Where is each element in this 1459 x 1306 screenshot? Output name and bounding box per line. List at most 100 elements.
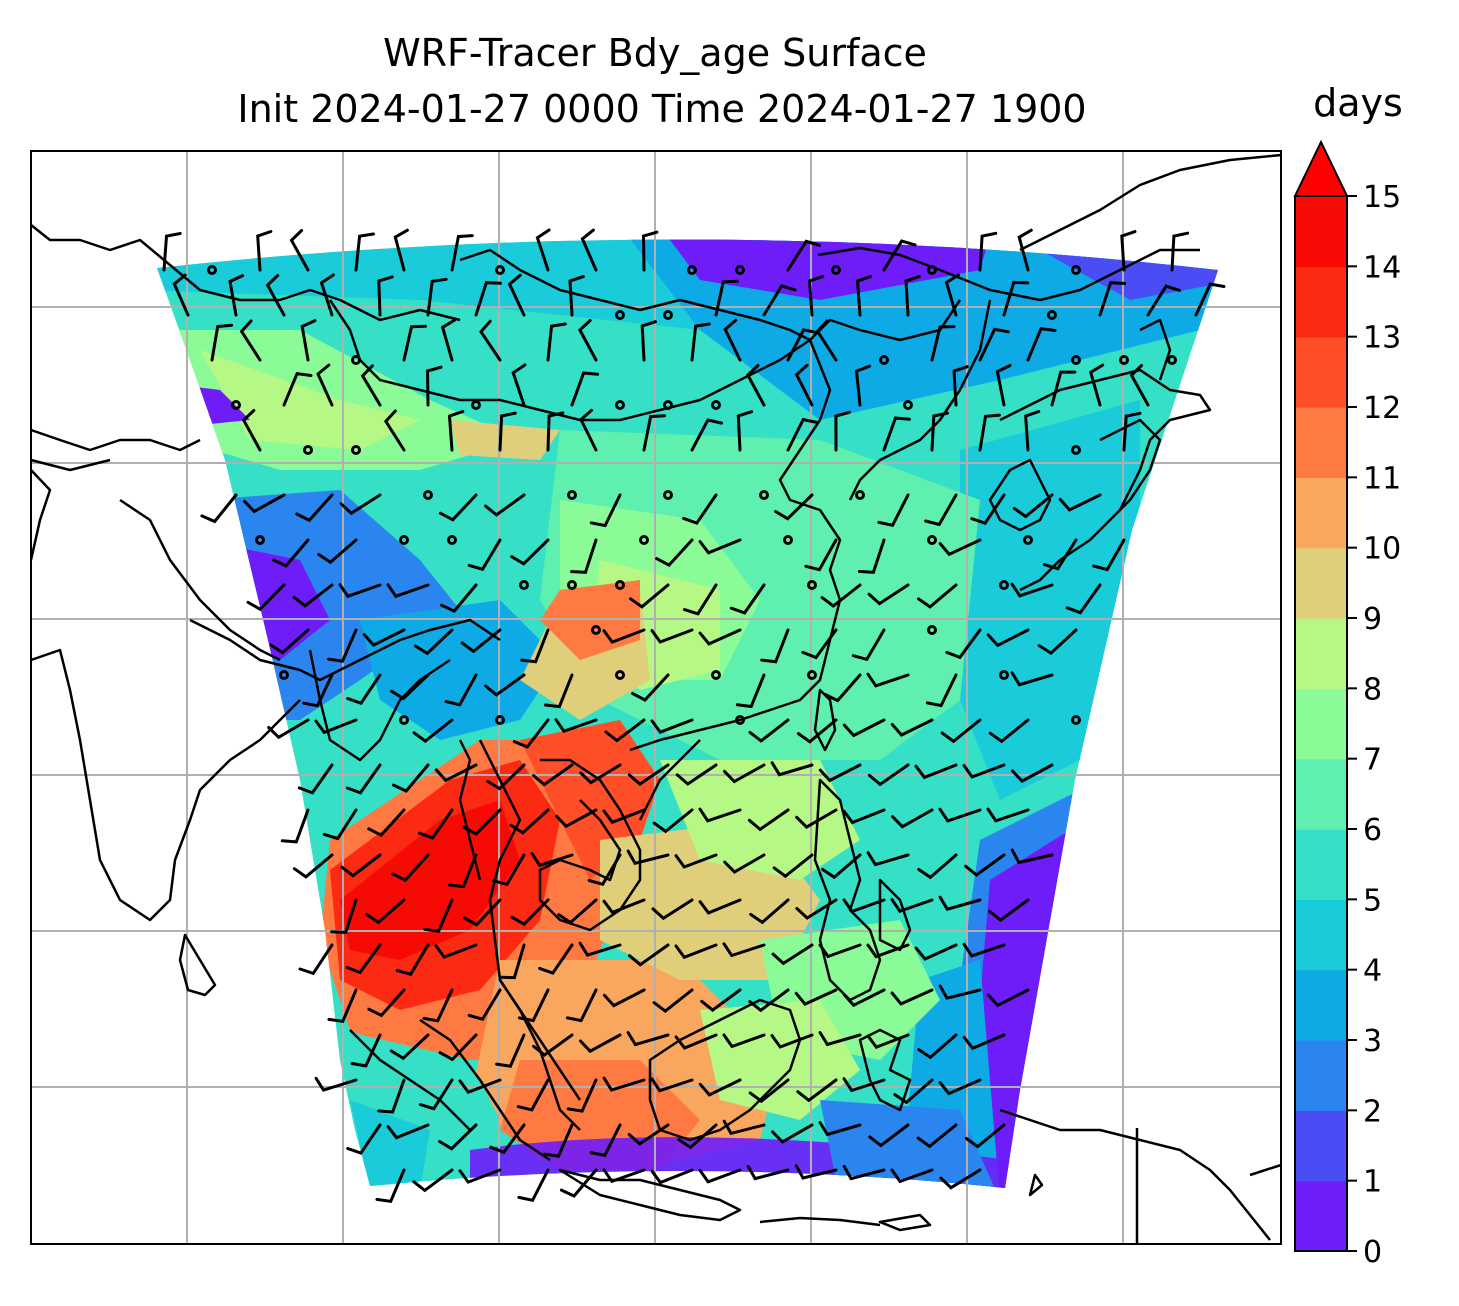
wind-barb xyxy=(683,583,718,616)
wind-barb xyxy=(314,1076,358,1092)
calm-wind-circle xyxy=(999,670,1009,680)
wind-barb xyxy=(317,538,358,565)
calm-wind-circle xyxy=(615,310,625,320)
wind-barb xyxy=(866,672,910,688)
wind-barb xyxy=(458,1078,502,1095)
wind-barb xyxy=(492,853,526,887)
colorbar-tick-label: 10 xyxy=(1363,532,1401,567)
wind-barb xyxy=(579,408,598,452)
wind-barb xyxy=(938,538,982,557)
wind-barb xyxy=(746,1164,790,1181)
title-line-2: Init 2024-01-27 0000 Time 2024-01-27 190… xyxy=(237,87,1086,131)
calm-wind-circle xyxy=(1071,445,1081,455)
wind-barb xyxy=(627,1123,670,1146)
wind-barb xyxy=(422,988,454,1023)
wind-barb xyxy=(386,1123,430,1140)
calm-wind-circle xyxy=(927,535,937,545)
calm-wind-circle xyxy=(711,670,721,680)
calm-wind-circle xyxy=(687,265,697,275)
wind-barb xyxy=(330,898,358,934)
wind-barb xyxy=(794,363,814,407)
wind-barb xyxy=(438,1033,478,1062)
wind-barb xyxy=(964,1123,1006,1149)
wind-barb xyxy=(489,1123,526,1155)
wind-barb xyxy=(460,628,502,654)
wind-barb xyxy=(698,1168,742,1184)
calm-wind-circle xyxy=(1167,355,1177,365)
wind-barb xyxy=(823,673,862,703)
colorbar-segment xyxy=(1295,1040,1347,1111)
wind-barb xyxy=(346,673,382,705)
wind-barb xyxy=(938,895,982,911)
wind-barb xyxy=(438,493,478,522)
wind-barb xyxy=(346,1123,382,1155)
wind-barb xyxy=(723,853,766,874)
wind-barb xyxy=(322,808,358,841)
colorbar-segment xyxy=(1295,758,1347,830)
calm-wind-circle xyxy=(831,265,841,275)
wind-barb xyxy=(868,1123,910,1148)
wind-barb xyxy=(327,628,358,663)
wind-barb xyxy=(722,1033,766,1049)
wind-barb xyxy=(418,808,454,840)
wind-barb xyxy=(383,409,406,452)
wind-barb xyxy=(964,853,1006,877)
colorbar-unit: days xyxy=(1313,81,1403,125)
wind-barb xyxy=(842,1165,886,1181)
wind-barb xyxy=(748,988,790,1013)
wind-barb xyxy=(988,898,1030,922)
wind-barb xyxy=(425,365,443,407)
wind-barb xyxy=(729,583,766,615)
wind-barb xyxy=(338,583,382,599)
wind-barb xyxy=(674,853,718,869)
wind-barb xyxy=(804,538,838,572)
wind-barb xyxy=(444,673,478,707)
wind-barb xyxy=(867,583,910,606)
colorbar-tick-label: 3 xyxy=(1363,1024,1382,1059)
calm-wind-circle xyxy=(855,490,865,500)
calm-wind-circle xyxy=(351,355,361,365)
wind-barb xyxy=(450,234,474,272)
wind-barb xyxy=(770,1033,814,1049)
colorbar-segment xyxy=(1295,407,1347,478)
calm-wind-circle xyxy=(351,445,361,455)
wind-barb xyxy=(243,493,286,514)
calm-wind-circle xyxy=(423,490,433,500)
wind-barb xyxy=(641,230,659,272)
wind-barb xyxy=(650,1168,694,1185)
calm-wind-circle xyxy=(1071,355,1081,365)
wind-barb xyxy=(200,493,238,524)
wind-barb xyxy=(677,1123,718,1150)
wind-barb xyxy=(631,673,670,702)
wind-barb xyxy=(426,277,448,317)
wind-barb xyxy=(642,414,666,452)
wind-barb xyxy=(640,320,657,362)
wind-barb xyxy=(462,898,502,927)
wind-barb xyxy=(970,493,1006,525)
wind-barb xyxy=(246,583,286,612)
wind-barb xyxy=(1098,281,1127,317)
wind-barb xyxy=(867,763,910,787)
wind-barb xyxy=(498,943,526,980)
calm-wind-circle xyxy=(591,625,601,635)
wind-barb xyxy=(1170,231,1190,272)
wind-barb xyxy=(674,1033,718,1050)
wind-barb xyxy=(650,628,694,644)
wind-barb xyxy=(682,493,718,525)
wind-barb xyxy=(1065,583,1102,615)
wind-barb xyxy=(818,1031,862,1047)
colorbar-segment xyxy=(1295,477,1347,549)
wind-barb xyxy=(467,538,502,571)
colorbar-segment xyxy=(1295,688,1347,760)
wind-barb xyxy=(1129,364,1150,407)
wind-barb xyxy=(256,230,273,272)
calm-wind-circle xyxy=(399,715,409,725)
wind-barb xyxy=(890,988,934,1006)
colorbar-tick-label: 15 xyxy=(1363,180,1401,215)
wind-barb xyxy=(602,1168,646,1184)
calm-wind-circle xyxy=(735,265,745,275)
wind-barb xyxy=(748,1078,790,1104)
wind-barb xyxy=(602,628,646,644)
wind-barb xyxy=(566,1078,598,1113)
calm-wind-circle xyxy=(735,715,745,725)
